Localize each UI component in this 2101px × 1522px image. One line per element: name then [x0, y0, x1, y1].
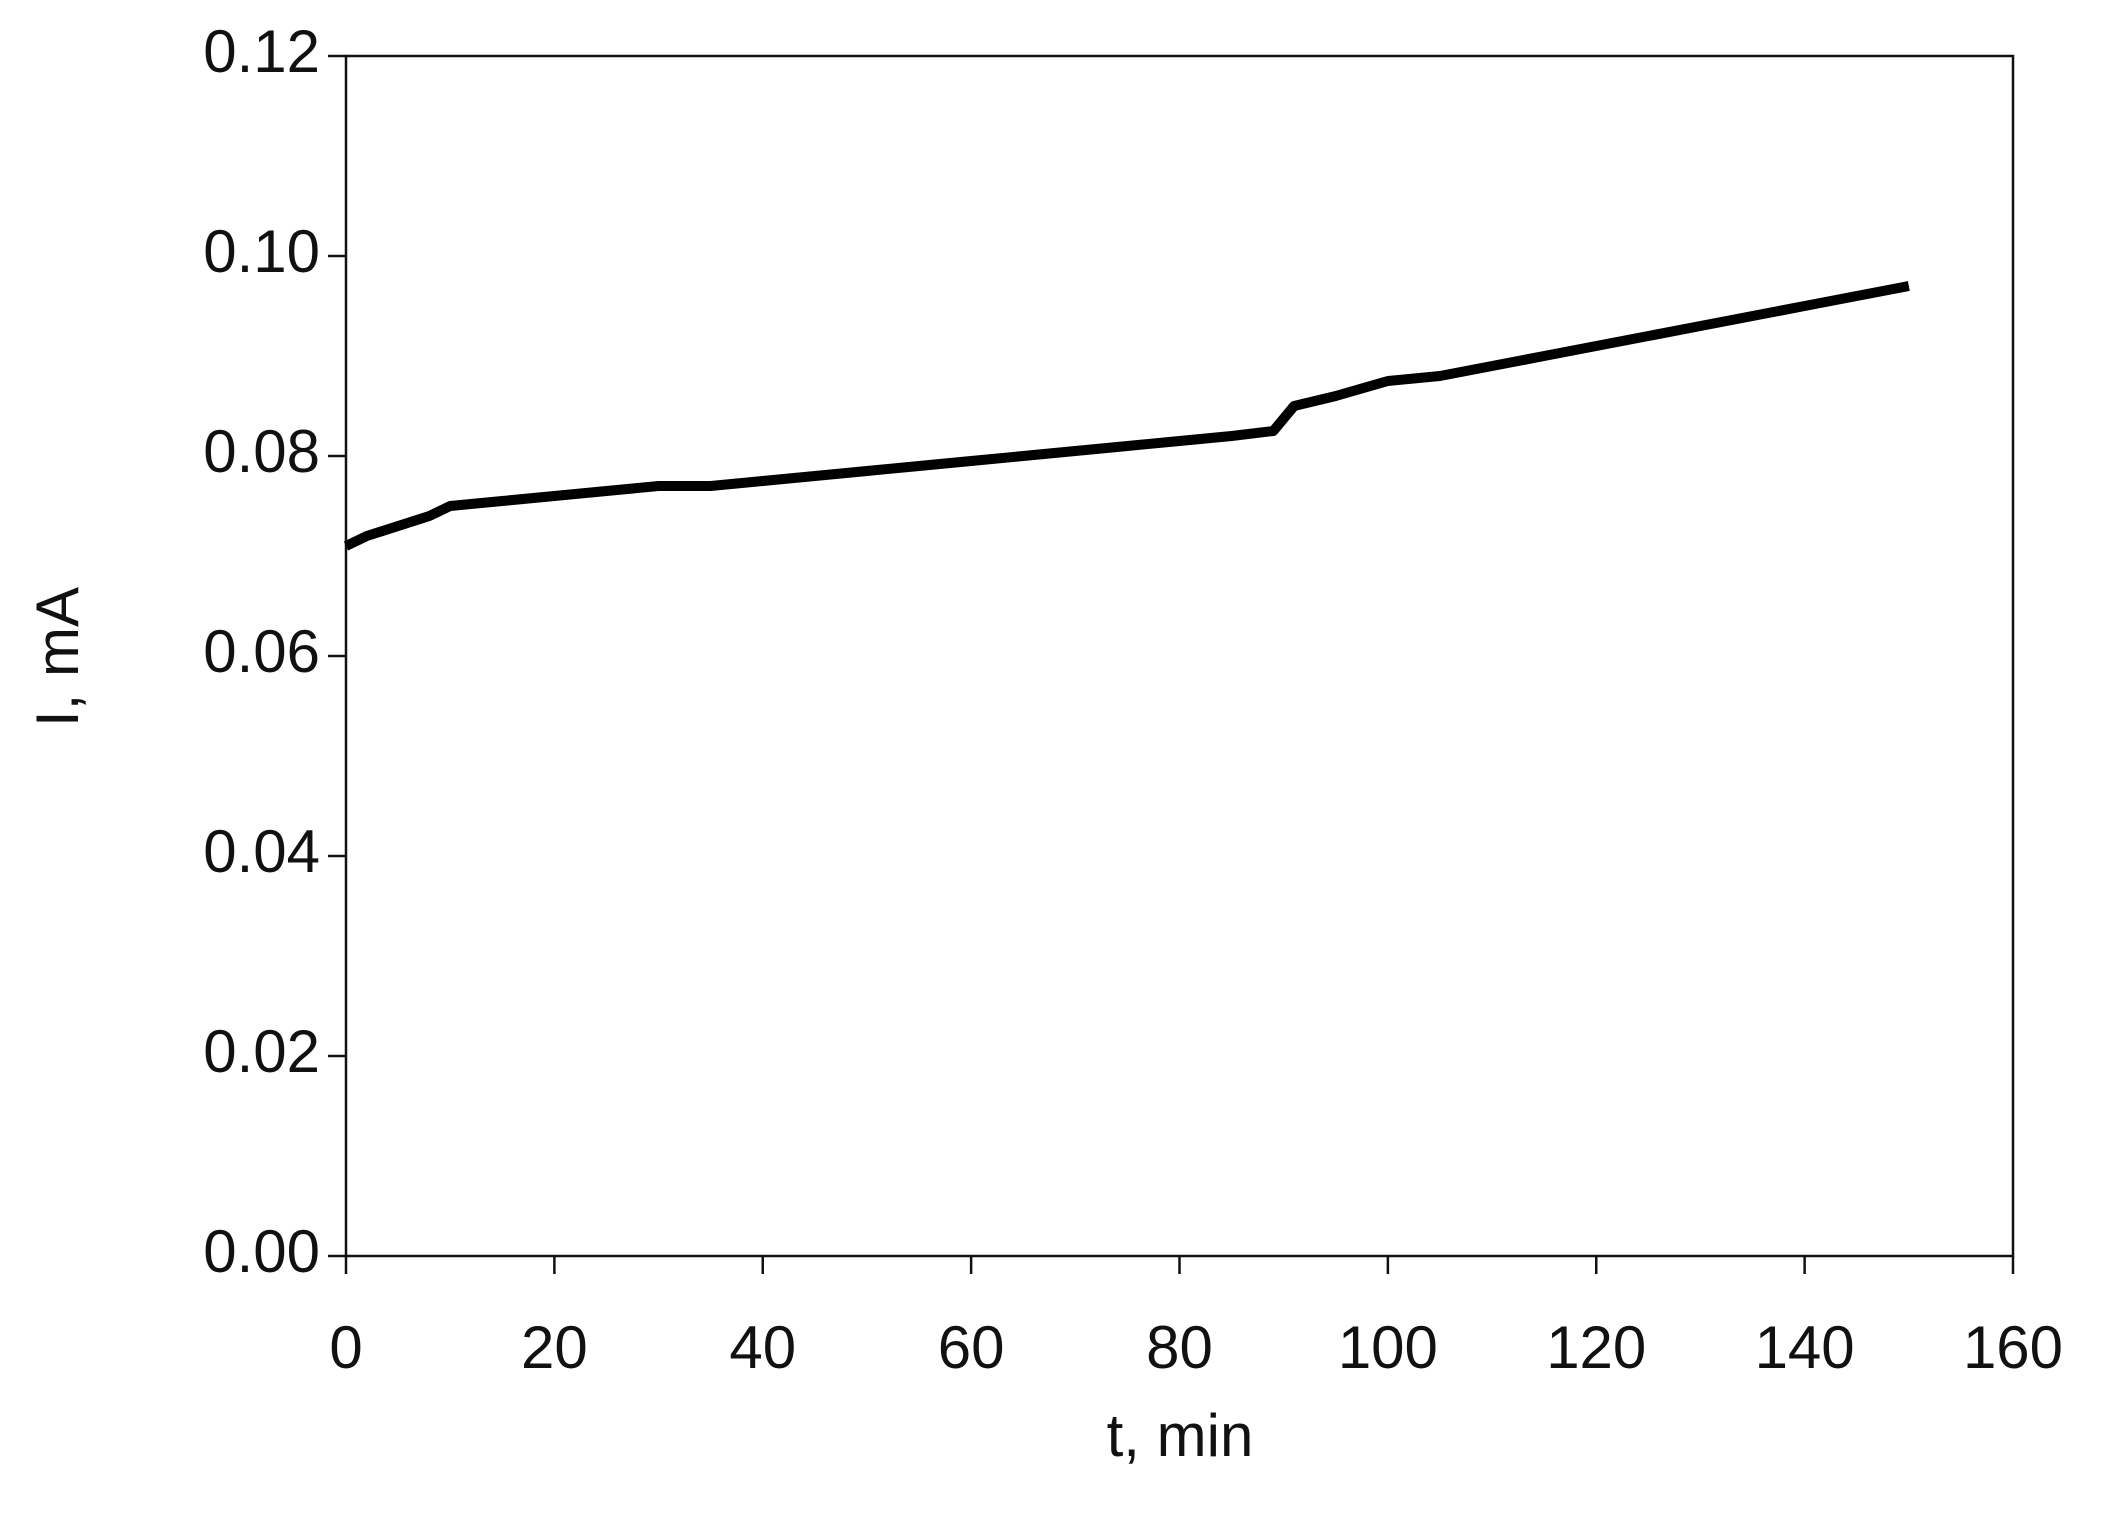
plot-frame	[344, 54, 2015, 1258]
x-tick-label: 40	[729, 1314, 796, 1381]
x-axis-title: t, min	[1107, 1402, 1254, 1469]
y-tick-label: 0.12	[203, 18, 320, 85]
y-axis-title: I, mA	[24, 587, 91, 727]
x-tick-label: 80	[1146, 1314, 1213, 1381]
x-tick-label: 100	[1338, 1314, 1438, 1381]
x-tick-label: 140	[1755, 1314, 1855, 1381]
y-tick-label: 0.10	[203, 218, 320, 285]
x-tick-label: 60	[938, 1314, 1005, 1381]
y-tick-label: 0.06	[203, 618, 320, 685]
y-tick-label: 0.04	[203, 818, 320, 885]
data-line	[343, 281, 1910, 551]
y-tick-label: 0.08	[203, 418, 320, 485]
y-tick-label: 0.00	[203, 1218, 320, 1285]
x-tick-label: 120	[1546, 1314, 1646, 1381]
x-tick-label: 0	[329, 1314, 362, 1381]
y-tick-label: 0.02	[203, 1018, 320, 1085]
x-tick-label: 20	[521, 1314, 588, 1381]
x-tick-label: 160	[1963, 1314, 2063, 1381]
